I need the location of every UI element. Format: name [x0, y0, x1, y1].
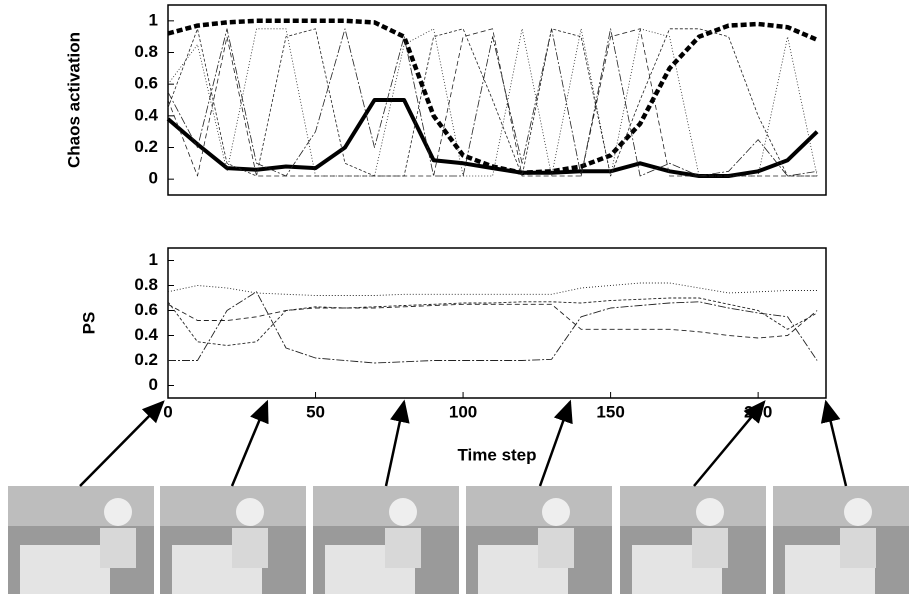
series-line [167, 28, 818, 177]
series-line [168, 291, 818, 364]
x-tick-label: 100 [449, 402, 477, 421]
x-tick-label: 150 [596, 402, 624, 421]
y-tick-label: 0.6 [134, 300, 158, 319]
photo [620, 486, 766, 594]
y-tick-label: 0.2 [134, 350, 158, 369]
y-tick-label: 0.2 [134, 137, 158, 156]
x-tick-label: 50 [306, 402, 325, 421]
photo [160, 486, 306, 594]
series-line [167, 28, 818, 177]
y-tick-label: 0.4 [134, 105, 158, 124]
series-line [167, 28, 818, 177]
x-axis-label: Time step [457, 445, 536, 464]
y-axis-label: PS [79, 312, 98, 335]
y-tick-label: 0.8 [134, 275, 158, 294]
photo [313, 486, 459, 594]
x-tick-label: 200 [744, 402, 772, 421]
y-tick-label: 1 [149, 250, 158, 269]
plot-frame [167, 247, 827, 399]
photo [8, 486, 154, 594]
y-tick-label: 0.8 [134, 42, 158, 61]
photo [466, 486, 612, 594]
series-line [167, 282, 818, 296]
y-tick-label: 0.6 [134, 74, 158, 93]
y-tick-label: 1 [149, 10, 158, 29]
series-line [167, 28, 818, 177]
photos [8, 486, 909, 594]
y-tick-label: 0.4 [134, 325, 158, 344]
series-line [167, 303, 818, 339]
arrows [79, 399, 848, 487]
y-axis-label: Chaos activation [64, 32, 83, 168]
series-line [167, 297, 818, 346]
x-tick-label: 0 [163, 402, 172, 421]
y-tick-label: 0 [149, 169, 158, 188]
series-line [167, 18, 818, 176]
y-tick-label: 0 [149, 375, 158, 394]
photo [773, 486, 909, 594]
